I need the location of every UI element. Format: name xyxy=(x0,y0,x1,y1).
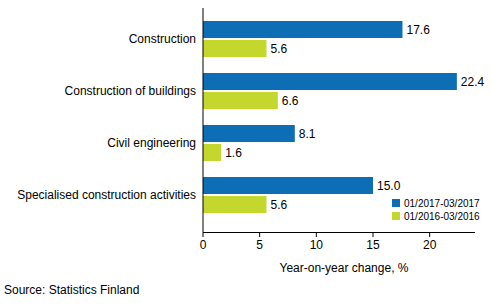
bar xyxy=(203,196,266,213)
legend-label: 01/2016-03/2016 xyxy=(404,211,480,222)
data-label: 8.1 xyxy=(299,127,316,141)
y-axis-line xyxy=(203,8,204,232)
bar xyxy=(203,177,373,194)
bars xyxy=(203,21,457,213)
legend-swatch xyxy=(392,212,400,220)
tick-mark xyxy=(373,232,374,237)
tick-label: 5 xyxy=(256,238,263,252)
data-label: 5.6 xyxy=(270,198,287,212)
legend-swatch xyxy=(392,199,400,207)
bar xyxy=(203,40,266,57)
tick-mark xyxy=(429,232,430,237)
bar xyxy=(203,73,457,90)
tick-mark xyxy=(203,232,204,237)
category-label: Specialised construction activities xyxy=(17,188,196,202)
data-label: 22.4 xyxy=(461,75,485,89)
tick-label: 20 xyxy=(423,238,437,252)
data-labels: 17.6 22.4 8.1 15.0 5.6 6.6 1.6 5.6 xyxy=(225,23,484,212)
tick-mark xyxy=(259,232,260,237)
legend-label: 01/2017-03/2017 xyxy=(404,198,480,209)
data-label: 1.6 xyxy=(225,146,242,160)
bar xyxy=(203,144,221,161)
category-label: Civil engineering xyxy=(107,136,196,150)
bar xyxy=(203,21,402,38)
data-label: 5.6 xyxy=(270,42,287,56)
category-label: Construction xyxy=(129,32,196,46)
x-axis-label: Year-on-year change, % xyxy=(280,261,409,275)
tick-label: 10 xyxy=(310,238,324,252)
source: Source: Statistics Finland xyxy=(4,283,139,297)
tick-mark xyxy=(316,232,317,237)
x-axis-line xyxy=(203,232,475,233)
legend: 01/2017-03/2017 01/2016-03/2016 xyxy=(392,198,480,222)
data-label: 17.6 xyxy=(406,23,430,37)
data-label: 6.6 xyxy=(282,94,299,108)
tick-label: 15 xyxy=(366,238,380,252)
bar xyxy=(203,92,278,109)
tick-label: 0 xyxy=(200,238,207,252)
data-label: 15.0 xyxy=(377,179,401,193)
chart: Construction Construction of buildings Civ… xyxy=(0,0,493,304)
category-label: Construction of buildings xyxy=(65,84,196,98)
bar xyxy=(203,125,295,142)
